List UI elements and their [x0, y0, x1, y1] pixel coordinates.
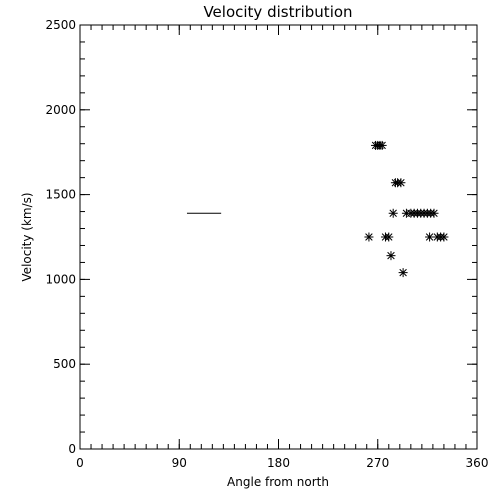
- data-point-stroke: [425, 233, 434, 241]
- data-point-stroke: [387, 251, 395, 260]
- data-point-stroke: [385, 233, 393, 241]
- y-tick-label: 2000: [45, 103, 76, 117]
- data-point-stroke: [440, 233, 448, 241]
- data-point-stroke: [399, 268, 407, 277]
- x-axis-label: Angle from north: [227, 475, 329, 489]
- x-tick-label: 360: [466, 456, 489, 470]
- data-point-stroke: [365, 233, 373, 241]
- y-tick-label: 2500: [45, 18, 76, 32]
- data-point: [439, 232, 449, 242]
- chart-title: Velocity distribution: [203, 3, 352, 21]
- data-point-stroke: [397, 178, 405, 187]
- plot-frame: [79, 24, 478, 450]
- y-tick-label: 1000: [45, 272, 76, 286]
- data-point: [384, 232, 394, 242]
- data-point: [429, 208, 439, 218]
- axis-ticks: 0 90 180 270 360 0 500 1000 1500 2000 2500: [45, 18, 488, 470]
- y-axis-label: Velocity (km/s): [20, 192, 34, 281]
- data-marks: [186, 140, 449, 278]
- y-tick-label: 1500: [45, 188, 76, 202]
- data-point-stroke: [378, 141, 386, 150]
- data-point: [396, 178, 406, 188]
- y-tick-label: 500: [53, 357, 76, 371]
- data-point: [364, 232, 374, 242]
- data-point-stroke: [389, 209, 397, 217]
- data-point-stroke: [430, 209, 438, 217]
- data-point: [386, 251, 396, 261]
- x-tick-label: 0: [76, 456, 84, 470]
- x-tick-label: 270: [366, 456, 389, 470]
- y-tick-label: 0: [68, 442, 76, 456]
- data-point: [425, 232, 435, 242]
- x-tick-label: 90: [172, 456, 187, 470]
- data-point: [377, 140, 387, 150]
- data-point: [388, 208, 398, 218]
- x-tick-label: 180: [267, 456, 290, 470]
- data-point: [398, 268, 408, 278]
